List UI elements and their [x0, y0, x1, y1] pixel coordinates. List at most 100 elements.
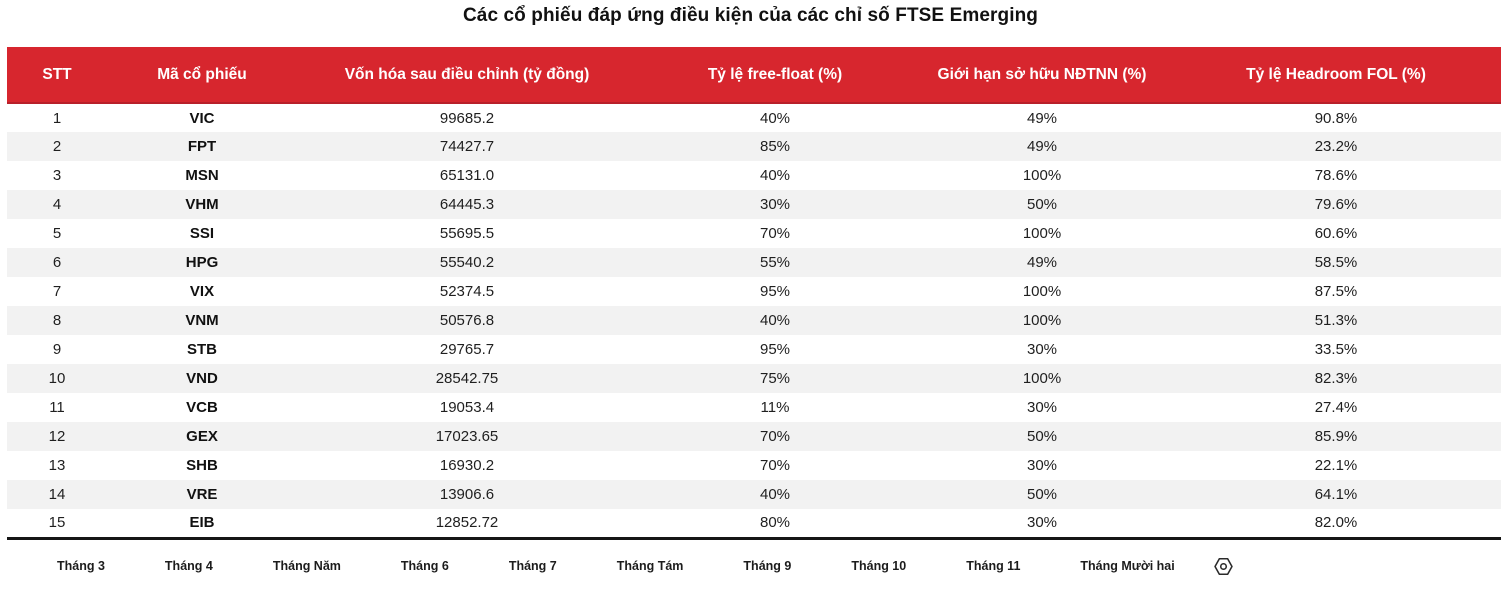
cell-stt: 5 [52, 225, 62, 242]
sheet-tab-month[interactable]: Tháng Năm [272, 559, 341, 573]
cell-fol-limit: 49% [1026, 138, 1058, 155]
table-row: 11 VCB 19053.4 11% 30% 27.4% [7, 393, 1501, 422]
cell-fol-limit: 50% [1026, 486, 1058, 503]
cell-freefloat: 55% [759, 254, 791, 271]
cell-headroom: 33.5% [1314, 341, 1358, 358]
page-title: Các cổ phiếu đáp ứng điều kiện của các c… [462, 5, 1038, 26]
cell-stt: 7 [52, 283, 62, 300]
cell-ticker: VND [186, 370, 218, 387]
cell-fol-limit: 100% [1022, 283, 1062, 300]
cell-freefloat: 40% [759, 312, 791, 329]
cell-fol-limit: 49% [1026, 109, 1058, 127]
cell-marketcap: 55540.2 [439, 254, 495, 271]
cell-ticker: VRE [186, 486, 218, 503]
cell-freefloat: 95% [759, 341, 791, 358]
cell-stt: 6 [52, 254, 62, 271]
cell-fol-limit: 100% [1022, 167, 1062, 184]
sheet-tab-month[interactable]: Tháng 10 [851, 559, 907, 573]
cell-stt: 8 [52, 312, 62, 329]
cell-headroom: 85.9% [1314, 428, 1358, 445]
cell-headroom: 82.0% [1171, 509, 1501, 540]
cell-stt: 2 [52, 138, 62, 155]
table-container: STT Mã cổ phiếu Vốn hóa sau điều chỉnh (… [7, 47, 1501, 540]
cell-headroom: 87.5% [1314, 283, 1358, 300]
cell-stt: 3 [52, 167, 62, 184]
cell-marketcap: 64445.3 [439, 196, 495, 213]
cell-freefloat: 80% [637, 509, 913, 540]
column-header-marketcap: Vốn hóa sau điều chỉnh (tỷ đồng) [297, 47, 637, 104]
sheet-tabs-bar: Tháng 3 Tháng 4 Tháng Năm Tháng 6 Tháng 7 Thá… [0, 540, 1501, 576]
cell-freefloat: 75% [759, 370, 791, 387]
cell-fol-limit: 30% [1026, 399, 1058, 416]
cell-marketcap: 65131.0 [439, 167, 495, 184]
sheet-tab-month[interactable]: Tháng 6 [400, 559, 449, 573]
cell-headroom: 78.6% [1314, 167, 1358, 184]
cell-stt: 1 [52, 109, 62, 127]
cell-ticker: STB [187, 341, 217, 358]
table-row: 10 VND 28542.75 75% 100% 82.3% [7, 364, 1501, 393]
cell-marketcap: 29765.7 [439, 341, 495, 358]
cell-marketcap: 16930.2 [439, 457, 495, 474]
cell-fol-limit: 100% [1022, 370, 1062, 387]
cell-stt: 15 [7, 509, 107, 540]
cell-stt: 10 [48, 370, 66, 387]
sheet-tab-month[interactable]: Tháng 4 [164, 559, 213, 573]
cell-fol-limit: 50% [1026, 428, 1058, 445]
table-row: 9 STB 29765.7 95% 30% 33.5% [7, 335, 1501, 364]
cell-ticker: SSI [189, 225, 215, 242]
cell-ticker: GEX [186, 428, 218, 445]
cell-headroom: 22.1% [1314, 457, 1358, 474]
column-header-stt: STT [7, 47, 107, 104]
sheet-tab-month[interactable]: Tháng 3 [57, 559, 105, 573]
sheet-tab-month[interactable]: Tháng 7 [508, 559, 557, 573]
tab-settings-button[interactable] [1213, 557, 1234, 576]
cell-freefloat: 30% [759, 196, 791, 213]
column-header-ticker: Mã cổ phiếu [107, 47, 297, 104]
table-row: 4 VHM 64445.3 30% 50% 79.6% [7, 190, 1501, 219]
sheet-tab-month[interactable]: Tháng Mười hai [1080, 559, 1175, 573]
table-body: 1 VIC 99685.2 40% 49% 90.8% 2 FPT 74427.… [7, 103, 1501, 540]
cell-freefloat: 11% [760, 399, 790, 416]
sheet-tab-month[interactable]: Tháng Tám [616, 559, 684, 573]
cell-marketcap: 12852.72 [297, 509, 637, 540]
column-header-freefloat: Tỷ lệ free-float (%) [637, 47, 913, 104]
cell-fol-limit: 50% [1026, 196, 1058, 213]
cell-ticker: MSN [185, 167, 219, 184]
cell-freefloat: 40% [759, 109, 791, 127]
cell-freefloat: 95% [759, 283, 791, 300]
cell-ticker: VNM [185, 312, 219, 329]
cell-marketcap: 28542.75 [435, 370, 499, 387]
table-row: 5 SSI 55695.5 70% 100% 60.6% [7, 219, 1501, 248]
cell-marketcap: 13906.6 [439, 486, 495, 503]
cell-freefloat: 40% [759, 486, 791, 503]
table-row: 2 FPT 74427.7 85% 49% 23.2% [7, 132, 1501, 161]
cell-headroom: 64.1% [1314, 486, 1358, 503]
sheet-tab-month[interactable]: Tháng 11 [966, 559, 1021, 573]
cell-stt: 11 [49, 399, 65, 416]
table-header: STT Mã cổ phiếu Vốn hóa sau điều chỉnh (… [7, 47, 1501, 104]
cell-ticker: SHB [186, 457, 218, 474]
cell-freefloat: 40% [759, 167, 791, 184]
cell-ticker: FPT [187, 138, 217, 155]
stocks-table: STT Mã cổ phiếu Vốn hóa sau điều chỉnh (… [7, 47, 1501, 540]
page: Các cổ phiếu đáp ứng điều kiện của các c… [0, 5, 1501, 576]
cell-freefloat: 85% [759, 138, 791, 155]
cell-marketcap: 17023.65 [435, 428, 499, 445]
table-row: 6 HPG 55540.2 55% 49% 58.5% [7, 248, 1501, 277]
cell-headroom: 58.5% [1314, 254, 1358, 271]
cell-ticker: VIX [189, 283, 215, 300]
table-row: 3 MSN 65131.0 40% 100% 78.6% [7, 161, 1501, 190]
cell-ticker: HPG [185, 254, 219, 271]
table-row: 7 VIX 52374.5 95% 100% 87.5% [7, 277, 1501, 306]
cell-marketcap: 55695.5 [439, 225, 495, 242]
cell-stt: 4 [52, 196, 62, 213]
cell-headroom: 27.4% [1314, 399, 1358, 416]
cell-headroom: 90.8% [1314, 109, 1358, 127]
cell-stt: 12 [48, 428, 66, 445]
sheet-tab-month[interactable]: Tháng 9 [743, 559, 792, 573]
cell-stt: 14 [48, 486, 66, 503]
cell-stt: 9 [52, 341, 62, 358]
cell-fol-limit: 100% [1022, 225, 1062, 242]
cell-freefloat: 70% [759, 225, 791, 242]
cell-ticker: VHM [185, 196, 219, 213]
